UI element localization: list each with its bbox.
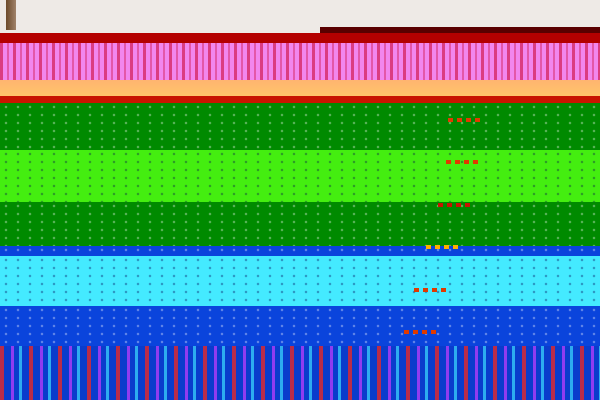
post-shape: [6, 0, 16, 30]
marker-row-2: [446, 160, 478, 164]
red-divider: [0, 96, 600, 103]
marker-row-3: [438, 203, 470, 207]
cyan-band: [0, 256, 600, 306]
top-band: [0, 0, 600, 30]
marker-row-5: [414, 288, 446, 292]
dark-strip: [320, 27, 600, 35]
dark-green-band-2: [0, 202, 600, 246]
red-band: [0, 33, 600, 43]
blue-band-1: [0, 246, 600, 256]
orange-band: [0, 80, 600, 96]
blue-band-2: [0, 306, 600, 346]
noise-band: [0, 346, 600, 400]
marker-row-6: [404, 330, 436, 334]
bright-green-band: [0, 150, 600, 202]
marker-row-1: [448, 118, 480, 122]
marker-row-4: [426, 245, 458, 249]
dark-green-band-1: [0, 103, 600, 150]
pink-band: [0, 43, 600, 80]
